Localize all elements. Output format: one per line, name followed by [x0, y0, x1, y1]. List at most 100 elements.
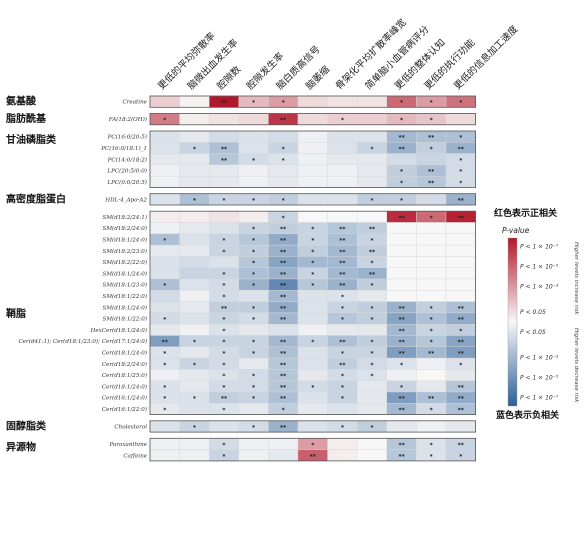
significance-star: **: [458, 146, 465, 153]
heatmap-cell: [149, 164, 180, 177]
significance-star: *: [370, 237, 374, 244]
group-label: 固醇脂类: [6, 419, 46, 432]
heatmap-cell: [386, 369, 417, 381]
group-frame: [149, 130, 477, 188]
significance-star: *: [311, 442, 315, 449]
heatmap-cell: [179, 164, 210, 177]
significance-star: *: [193, 362, 197, 369]
significance-star: *: [311, 283, 315, 290]
heatmap-cell: [327, 130, 358, 143]
significance-star: **: [398, 396, 405, 403]
heatmap-cell: [327, 142, 358, 154]
row-label: HDL-4_Apo-A2: [104, 197, 147, 203]
significance-star: *: [222, 294, 226, 301]
significance-star: **: [339, 271, 346, 278]
significance-star: *: [282, 215, 286, 222]
significance-star: **: [369, 249, 376, 256]
heatmap-cell: [357, 324, 388, 336]
heatmap-cell: [357, 449, 388, 462]
significance-star: **: [339, 362, 346, 369]
significance-star: *: [370, 362, 374, 369]
heatmap-cell: [179, 175, 210, 188]
heatmap-cell: [297, 301, 328, 314]
significance-star: *: [252, 396, 256, 403]
significance-star: *: [341, 294, 345, 301]
significance-star: *: [430, 442, 434, 449]
heatmap-cell: [238, 175, 269, 188]
significance-star: **: [398, 146, 405, 153]
significance-star: **: [398, 317, 405, 324]
significance-star: *: [193, 424, 197, 431]
significance-star: *: [459, 362, 463, 369]
significance-star: **: [280, 226, 287, 233]
significance-star: **: [280, 384, 287, 391]
heatmap-cell: [416, 380, 447, 393]
heatmap-cell: [149, 438, 180, 450]
significance-star: **: [398, 215, 405, 222]
heatmap-cell: [416, 222, 447, 235]
heatmap-cell: [416, 369, 447, 381]
group-label: 异源物: [6, 440, 36, 453]
heatmap-cell: [149, 193, 180, 206]
column-label: 脑萎缩: [303, 63, 332, 92]
significance-star: *: [311, 271, 315, 278]
heatmap-cell: [149, 210, 180, 223]
heatmap-cell: [386, 244, 417, 257]
heatmap-cell: [327, 438, 358, 450]
heatmap-cell: [179, 210, 210, 223]
significance-star: **: [398, 407, 405, 414]
significance-star: **: [398, 135, 405, 142]
heatmap-cell: [386, 290, 417, 302]
heatmap-cell: [149, 244, 180, 257]
significance-star: **: [280, 362, 287, 369]
group-label: 氨基酸: [6, 95, 37, 108]
heatmap-cell: [149, 420, 180, 433]
significance-star: *: [370, 373, 374, 380]
heatmap-cell: [386, 256, 417, 268]
row-label: Cer(d16:1/24:0): [102, 395, 147, 402]
significance-star: *: [459, 169, 463, 176]
group-frame: [149, 95, 477, 108]
significance-star: **: [428, 135, 435, 142]
significance-star: *: [311, 260, 315, 267]
heatmap-cell: [327, 403, 358, 415]
heatmap-cell: [297, 130, 328, 143]
significance-star: *: [459, 453, 463, 460]
heatmap-cell: [297, 420, 328, 433]
significance-star: *: [400, 117, 404, 124]
significance-star: *: [222, 362, 226, 369]
significance-star: *: [459, 135, 463, 142]
row-label: SM(d18:2/24:1): [102, 214, 147, 221]
heatmap-cell: [445, 244, 476, 257]
significance-star: *: [222, 328, 226, 335]
significance-star: *: [282, 407, 286, 414]
significance-star: *: [222, 442, 226, 449]
heatmap-cell: [149, 290, 180, 302]
heatmap-cell: [268, 164, 299, 177]
heatmap-cell: [327, 164, 358, 177]
group-label: 甘油磷脂类: [6, 133, 56, 146]
heatmap-cell: [297, 95, 328, 108]
significance-star: *: [430, 407, 434, 414]
significance-star: **: [458, 305, 465, 312]
heatmap-cell: [149, 256, 180, 268]
heatmap-cell: [357, 210, 388, 223]
column-label: 更低的整体认知: [392, 37, 448, 93]
significance-star: *: [252, 197, 256, 204]
significance-star: *: [430, 453, 434, 460]
significance-star: *: [222, 350, 226, 357]
heatmap-cell: [179, 222, 210, 235]
significance-star: **: [458, 407, 465, 414]
significance-star: **: [458, 396, 465, 403]
legend-colorbar: [507, 237, 518, 407]
heatmap-cell: [149, 142, 180, 154]
positive-correlation-label: 红色表示正相关: [494, 207, 557, 219]
heatmap-cell: [357, 175, 388, 188]
significance-star: *: [430, 146, 434, 153]
heatmap-cell: [386, 420, 417, 433]
heatmap-cell: [238, 449, 269, 462]
heatmap-cell: [297, 369, 328, 381]
heatmap-cell: [179, 95, 210, 108]
heatmap-cell: [149, 95, 180, 108]
heatmap-cell: [386, 233, 417, 246]
